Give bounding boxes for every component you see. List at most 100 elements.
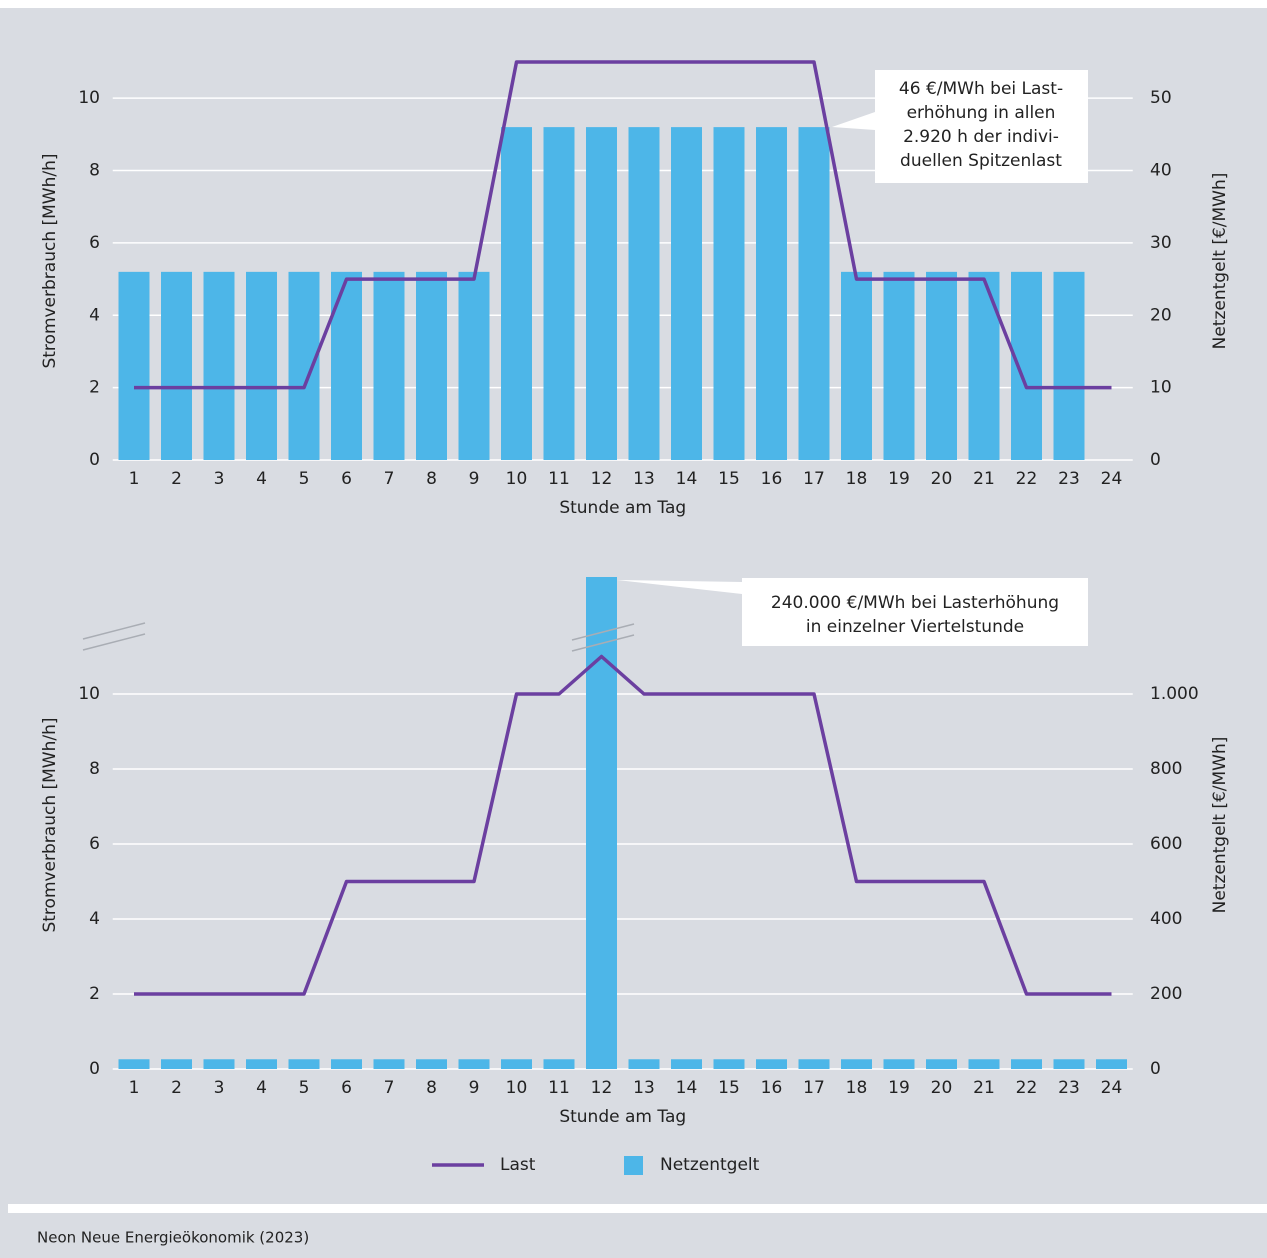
bar	[926, 271, 957, 460]
bar	[586, 577, 617, 1069]
bar	[841, 1059, 872, 1069]
y-tick-label: 6	[89, 233, 100, 253]
y2-axis-title: Netzentgelt [€/MWh]	[1210, 173, 1230, 350]
y2-axis-title: Netzentgelt [€/MWh]	[1210, 737, 1230, 914]
x-tick-label: 9	[469, 469, 480, 489]
bar	[543, 1059, 575, 1069]
bar	[841, 271, 872, 460]
x-tick-label: 19	[888, 1078, 910, 1098]
y2-tick-label: 200	[1150, 984, 1182, 1004]
bar	[331, 271, 362, 460]
y-tick-label: 8	[89, 161, 100, 181]
bar	[501, 127, 532, 461]
x-tick-label: 2	[171, 1078, 182, 1098]
bar	[416, 271, 447, 460]
x-tick-label: 7	[384, 1078, 395, 1098]
x-tick-label: 11	[548, 1078, 570, 1098]
y-axis-title: Stromverbrauch [MWh/h]	[40, 717, 60, 932]
y-tick-label: 0	[89, 450, 100, 470]
bar	[756, 1059, 787, 1069]
bar	[883, 1059, 915, 1069]
legend-label: Last	[500, 1155, 536, 1175]
x-tick-label: 3	[214, 469, 225, 489]
y2-tick-label: 10	[1150, 378, 1172, 398]
y2-tick-label: 30	[1150, 233, 1172, 253]
bar	[203, 1059, 235, 1069]
bar	[543, 127, 575, 461]
bar	[373, 271, 405, 460]
y2-tick-label: 600	[1150, 834, 1182, 854]
x-tick-label: 18	[846, 469, 868, 489]
x-tick-label: 19	[888, 469, 910, 489]
bar	[1053, 271, 1085, 460]
y2-tick-label: 20	[1150, 305, 1172, 325]
x-tick-label: 3	[214, 1078, 225, 1098]
bar	[501, 1059, 532, 1069]
x-tick-label: 22	[1016, 1078, 1038, 1098]
source: Neon Neue Energieökonomik (2023)	[37, 1229, 309, 1247]
y2-tick-label: 400	[1150, 909, 1182, 929]
line	[134, 654, 1112, 996]
bar	[628, 127, 660, 461]
x-tick-label: 23	[1058, 469, 1080, 489]
y2-tick-label: 50	[1150, 88, 1172, 108]
y-tick-label: 6	[89, 834, 100, 854]
bar	[161, 271, 192, 460]
x-tick-label: 13	[633, 1078, 655, 1098]
y-tick-label: 10	[78, 88, 100, 108]
x-tick-label: 14	[676, 1078, 698, 1098]
x-tick-label: 11	[548, 469, 570, 489]
x-tick-label: 10	[506, 1078, 528, 1098]
bar	[246, 271, 277, 460]
bar	[926, 1059, 957, 1069]
annotation-pointer	[617, 580, 742, 594]
bar	[288, 1059, 320, 1069]
x-tick-label: 22	[1016, 469, 1038, 489]
x-tick-label: 10	[506, 469, 528, 489]
bar	[1011, 271, 1042, 460]
bar	[246, 1059, 277, 1069]
x-tick-label: 1	[129, 469, 140, 489]
y-tick-label: 2	[89, 984, 100, 1004]
x-tick-label: 12	[591, 469, 613, 489]
bar	[713, 1059, 745, 1069]
x-tick-label: 5	[299, 1078, 310, 1098]
bar	[1096, 1059, 1127, 1069]
y2-tick-label: 800	[1150, 759, 1182, 779]
annotation-text: 240.000 €/MWh bei Lasterhöhung	[771, 593, 1059, 613]
x-axis-title: Stunde am Tag	[559, 498, 686, 518]
bar	[968, 1059, 1000, 1069]
legend-item: Last	[432, 1155, 536, 1175]
x-tick-label: 16	[761, 1078, 783, 1098]
bar	[798, 1059, 830, 1069]
y2-tick-label: 0	[1150, 450, 1161, 470]
x-tick-label: 8	[426, 1078, 437, 1098]
y2-tick-label: 1.000	[1150, 684, 1199, 704]
y-tick-label: 8	[89, 759, 100, 779]
axis-break	[82, 622, 635, 652]
bar	[203, 271, 235, 460]
y2-tick-label: 0	[1150, 1059, 1161, 1079]
bottom-rule	[8, 1204, 1267, 1213]
annotation-text: 2.920 h der indivi-	[903, 127, 1059, 147]
x-tick-label: 9	[469, 1078, 480, 1098]
x-tick-label: 18	[846, 1078, 868, 1098]
x-tick-label: 1	[129, 1078, 140, 1098]
bar	[416, 1059, 447, 1069]
annotation-text: duellen Spitzenlast	[900, 151, 1062, 171]
annotation-text: in einzelner Viertelstunde	[806, 617, 1024, 637]
bar	[798, 127, 830, 461]
x-tick-label: 4	[256, 1078, 267, 1098]
y-tick-label: 0	[89, 1059, 100, 1079]
x-tick-label: 21	[973, 1078, 995, 1098]
bar	[1011, 1059, 1042, 1069]
x-tick-label: 6	[341, 469, 352, 489]
bar	[756, 127, 787, 461]
annotation-box	[875, 70, 1088, 183]
bar	[968, 271, 1000, 460]
top-rule	[0, 0, 1267, 8]
bar	[373, 1059, 405, 1069]
x-tick-label: 8	[426, 469, 437, 489]
x-tick-label: 15	[718, 469, 740, 489]
